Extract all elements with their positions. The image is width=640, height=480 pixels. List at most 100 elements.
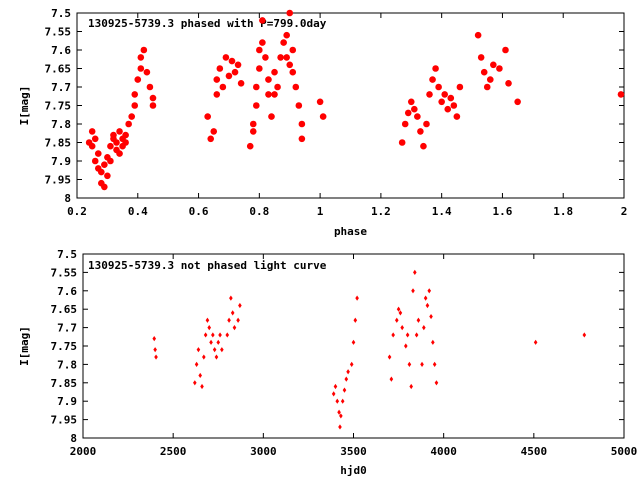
data-point bbox=[225, 332, 230, 338]
data-point bbox=[432, 65, 439, 72]
data-point bbox=[280, 39, 287, 46]
data-point bbox=[113, 139, 120, 146]
data-point bbox=[203, 332, 208, 338]
x-axis-label: phase bbox=[334, 225, 367, 238]
data-point bbox=[477, 54, 485, 61]
data-point bbox=[417, 128, 424, 135]
data-point bbox=[292, 83, 300, 91]
data-point bbox=[204, 113, 211, 120]
data-point bbox=[265, 76, 272, 83]
data-point bbox=[213, 91, 221, 98]
x-tick-label: 1.2 bbox=[371, 205, 391, 218]
data-point bbox=[346, 369, 350, 375]
data-point bbox=[429, 313, 433, 320]
data-point bbox=[220, 347, 224, 353]
data-point bbox=[122, 131, 129, 139]
data-point bbox=[200, 383, 204, 390]
data-point bbox=[216, 339, 221, 345]
data-point bbox=[400, 325, 404, 331]
data-point bbox=[227, 317, 231, 323]
data-point bbox=[131, 102, 139, 109]
data-point bbox=[398, 310, 403, 316]
data-point bbox=[340, 398, 345, 404]
data-point bbox=[420, 361, 424, 367]
data-point bbox=[486, 76, 494, 83]
data-point bbox=[438, 98, 445, 106]
x-tick-label: 5000 bbox=[611, 445, 638, 458]
unphased-light-curve-panel: 2000 2500 3000 3500 4000 4500 5000 7.5 7.55 7.6 7.… bbox=[18, 248, 637, 477]
y-tick-label: 7.55 bbox=[51, 266, 78, 279]
data-point bbox=[434, 380, 439, 386]
data-point bbox=[355, 295, 359, 301]
y-tick-label: 7.7 bbox=[57, 322, 77, 335]
data-point bbox=[259, 17, 266, 24]
data-point bbox=[396, 306, 401, 312]
data-point bbox=[353, 317, 358, 323]
data-point bbox=[154, 354, 158, 360]
data-point bbox=[107, 142, 114, 150]
data-point bbox=[125, 120, 132, 128]
data-point bbox=[262, 54, 269, 61]
y-tick-label: 7.5 bbox=[51, 7, 71, 20]
data-point bbox=[331, 391, 336, 397]
data-point bbox=[229, 295, 233, 301]
data-point bbox=[444, 105, 452, 113]
data-point bbox=[333, 383, 338, 390]
data-point bbox=[286, 9, 294, 17]
data-point bbox=[211, 332, 215, 338]
data-point bbox=[283, 54, 290, 61]
y-tick-label: 7.95 bbox=[51, 414, 78, 427]
y-tick-label: 7.8 bbox=[57, 358, 77, 371]
data-point bbox=[407, 98, 415, 106]
data-point bbox=[502, 46, 509, 54]
data-point bbox=[228, 57, 236, 65]
data-point bbox=[205, 317, 210, 323]
data-point bbox=[137, 65, 145, 72]
data-point bbox=[453, 113, 461, 120]
data-point bbox=[143, 68, 151, 76]
data-point bbox=[198, 372, 203, 379]
y-tick-label: 7.65 bbox=[45, 63, 72, 76]
y-tick-label: 7.75 bbox=[51, 340, 78, 353]
data-point bbox=[431, 339, 435, 345]
data-point bbox=[490, 61, 497, 69]
data-point bbox=[289, 46, 297, 54]
x-axis-label: hjd0 bbox=[340, 464, 367, 477]
data-point bbox=[252, 102, 260, 109]
data-point bbox=[441, 91, 449, 98]
x-tick-label: 1.6 bbox=[493, 205, 513, 218]
data-point bbox=[149, 102, 157, 109]
data-point bbox=[232, 325, 237, 331]
x-tick-label: 3000 bbox=[250, 445, 277, 458]
chart-title: 130925-5739.3 not phased light curve bbox=[88, 259, 327, 272]
data-point bbox=[94, 150, 102, 157]
data-point bbox=[225, 72, 233, 80]
data-point bbox=[101, 161, 108, 168]
data-point bbox=[265, 91, 272, 98]
data-point bbox=[435, 83, 442, 91]
data-point bbox=[196, 347, 201, 353]
data-point bbox=[193, 380, 197, 386]
x-tick-label: 2 bbox=[621, 205, 628, 218]
data-point bbox=[194, 361, 199, 367]
data-point bbox=[252, 83, 260, 91]
y-axis-label: I[mag] bbox=[18, 86, 31, 126]
data-point bbox=[413, 269, 417, 275]
chart-title: 130925-5739.3 phased with P=799.0day bbox=[88, 17, 327, 30]
data-point bbox=[342, 387, 347, 393]
data-point bbox=[271, 68, 278, 76]
data-point bbox=[414, 332, 419, 338]
data-point bbox=[140, 46, 148, 54]
data-point bbox=[88, 128, 96, 135]
x-tick-label: 0.2 bbox=[67, 205, 87, 218]
data-point bbox=[403, 343, 408, 349]
data-point bbox=[405, 332, 410, 338]
data-point bbox=[427, 288, 432, 294]
data-point bbox=[414, 113, 421, 120]
x-tick-label: 2000 bbox=[70, 445, 97, 458]
data-point bbox=[295, 102, 303, 109]
y-tick-label: 7.55 bbox=[45, 26, 72, 39]
data-point bbox=[218, 332, 222, 338]
plot-frame bbox=[76, 12, 625, 199]
